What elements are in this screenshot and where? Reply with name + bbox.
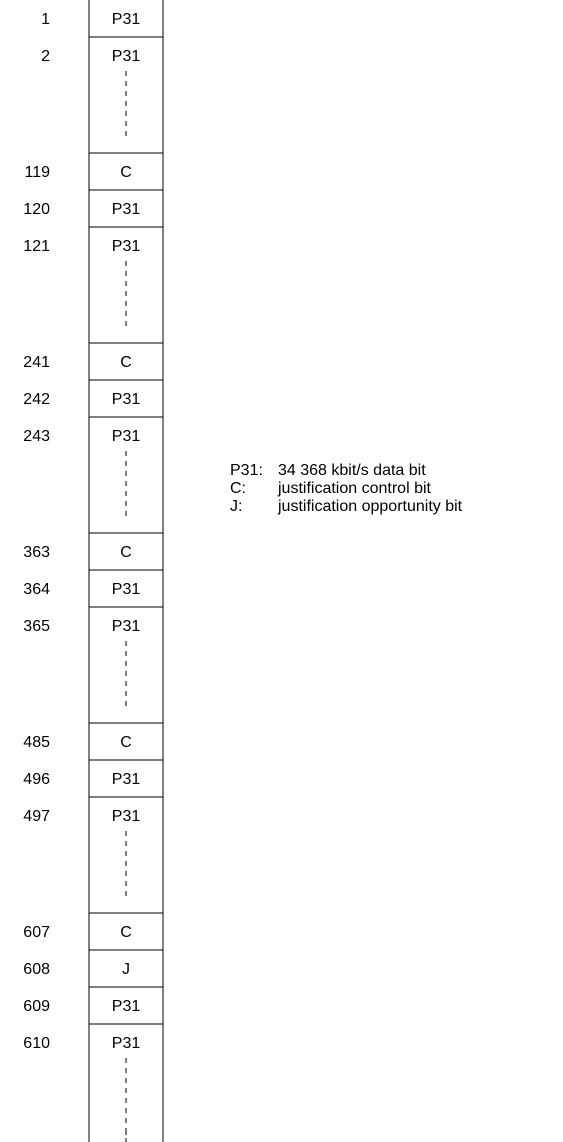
bit-cell-label: P31 <box>112 428 141 445</box>
bit-position-number: 2 <box>41 48 50 65</box>
bit-position-number: 241 <box>23 354 50 371</box>
bit-position-number: 364 <box>23 581 50 598</box>
bit-row: 497 P31 <box>23 808 163 914</box>
bit-row: 1 P31 <box>41 11 163 38</box>
bit-position-number: 120 <box>23 201 50 218</box>
bit-position-number: 610 <box>23 1035 50 1052</box>
bit-cell-label: C <box>120 734 132 751</box>
bit-cell-label: P31 <box>112 201 141 218</box>
bit-cell-label: P31 <box>112 581 141 598</box>
bit-cell-label: J <box>122 961 130 978</box>
bit-cell-label: P31 <box>112 11 141 28</box>
legend-entry: P31: 34 368 kbit/s data bit <box>230 462 426 479</box>
bit-row: 728 <box>125 1130 127 1142</box>
legend-entry: J: justification opportunity bit <box>230 498 463 515</box>
bit-position-number: 121 <box>23 238 50 255</box>
bit-cell-label: P31 <box>112 998 141 1015</box>
bit-cell-label: P31 <box>112 1035 141 1052</box>
legend-key: P31: <box>230 462 263 479</box>
bit-position-number: 243 <box>23 428 50 445</box>
bit-row: 243 P31 <box>23 428 163 534</box>
bit-row: 363 C <box>23 544 163 571</box>
bit-position-number: 1 <box>41 11 50 28</box>
bit-cell-label: C <box>120 544 132 561</box>
bit-position-number: 607 <box>23 924 50 941</box>
bit-cell-label: P31 <box>112 391 141 408</box>
legend: P31: 34 368 kbit/s data bit C: justificatio… <box>230 462 463 515</box>
bit-row: 365 P31 <box>23 618 163 724</box>
bit-row: 120 P31 <box>23 201 163 228</box>
bit-position-number: 496 <box>23 771 50 788</box>
bit-position-number: 365 <box>23 618 50 635</box>
bit-position-number: 608 <box>23 961 50 978</box>
bit-cell-label: P31 <box>112 771 141 788</box>
bit-position-number: 485 <box>23 734 50 751</box>
bit-row: 121 P31 <box>23 238 163 344</box>
bit-position-number: 609 <box>23 998 50 1015</box>
bit-position-number: 497 <box>23 808 50 825</box>
bit-position-number: 363 <box>23 544 50 561</box>
bit-cell-label: P31 <box>112 48 141 65</box>
bit-cell-label: C <box>120 354 132 371</box>
bit-row: 609 P31 <box>23 998 163 1025</box>
bit-row: 610 P31 <box>23 1035 140 1142</box>
bit-cell-label: C <box>120 164 132 181</box>
legend-description: 34 368 kbit/s data bit <box>278 462 426 479</box>
legend-entry: C: justification control bit <box>230 480 432 497</box>
bit-position-number: 119 <box>24 164 50 181</box>
bit-position-number: 242 <box>23 391 50 408</box>
bit-row: 364 P31 <box>23 581 163 608</box>
bit-row: 119 C <box>24 164 163 191</box>
legend-key: C: <box>230 480 246 497</box>
bit-row: 2 P31 <box>41 48 163 154</box>
bit-row: 496 P31 <box>23 771 163 798</box>
legend-key: J: <box>230 498 242 515</box>
bit-row: 485 C <box>23 734 163 761</box>
legend-description: justification control bit <box>277 480 432 497</box>
bit-row: 241 C <box>23 354 163 381</box>
bit-cell-label: P31 <box>112 238 141 255</box>
bit-row: 608 J <box>23 961 163 988</box>
bit-cell-label: C <box>120 924 132 941</box>
bit-row: 607 C <box>23 924 163 951</box>
bit-rows: 1 P31 2 P31 119 C 120 P31 121 P31 241 C 242 P31 243 P31… <box>23 0 164 1142</box>
legend-description: justification opportunity bit <box>277 498 463 515</box>
bit-cell-label: P31 <box>112 808 141 825</box>
bit-cell-label: P31 <box>112 618 141 635</box>
bit-row: 242 P31 <box>23 391 163 418</box>
